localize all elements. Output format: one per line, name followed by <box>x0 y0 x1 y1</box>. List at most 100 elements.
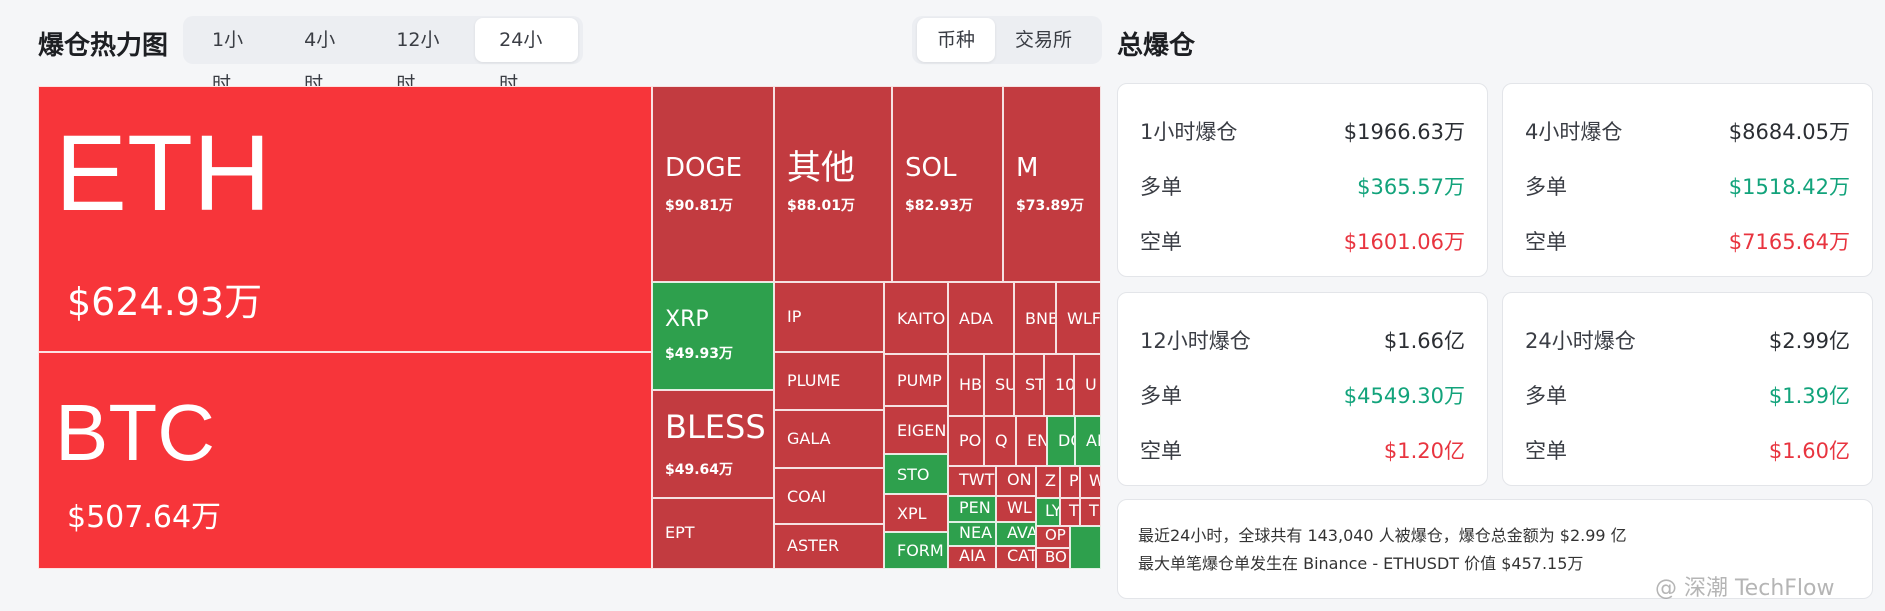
long-label: 多单 <box>1525 175 1567 199</box>
treemap-tile[interactable]: XPL <box>884 494 948 532</box>
treemap-tile[interactable]: XRP $49.93万 <box>652 282 774 390</box>
treemap-tile[interactable] <box>1070 526 1101 569</box>
treemap-tile[interactable]: DO <box>1047 416 1075 466</box>
liquidation-treemap: ETH $624.93万 BTC $507.64万 DOGE $90.81万 其他 $88.0… <box>38 86 1101 569</box>
summary-panel: 最近24小时，全球共有 143,040 人被爆仓，爆仓总金额为 $2.99 亿 … <box>1117 499 1873 599</box>
treemap-tile[interactable]: HB <box>948 354 984 416</box>
treemap-tile[interactable]: AI <box>1075 416 1101 466</box>
tile-value: $90.81万 <box>665 198 734 214</box>
tile-value: $73.89万 <box>1016 198 1085 214</box>
short-value: $7165.64万 <box>1728 230 1850 254</box>
treemap-tile[interactable]: AVA <box>996 522 1036 546</box>
treemap-tile[interactable]: ST <box>1014 354 1044 416</box>
treemap-tile[interactable]: P <box>1060 466 1080 498</box>
summary-line-2: 最大单笔爆仓单发生在 Binance - ETHUSDT 价值 $457.15万 <box>1138 554 1584 573</box>
treemap-tile[interactable]: 其他 $88.01万 <box>774 86 892 282</box>
tile-symbol: T <box>1069 501 1079 520</box>
treemap-tile[interactable]: ASTER <box>774 524 884 569</box>
short-label: 空单 <box>1525 439 1567 463</box>
card-24h: 24小时爆仓 $2.99亿 多单 $1.39亿 空单 $1.60亿 <box>1502 292 1873 486</box>
tile-symbol: FORM <box>897 541 944 560</box>
treemap-tile[interactable]: BTC $507.64万 <box>38 352 652 569</box>
tile-symbol: WLFI <box>1067 309 1101 328</box>
short-value: $1.20亿 <box>1383 439 1465 463</box>
treemap-tile[interactable]: FORM <box>884 532 948 569</box>
treemap-tile[interactable]: 10 <box>1044 354 1074 416</box>
treemap-tile[interactable]: EIGEN <box>884 406 948 454</box>
treemap-tile[interactable]: PUMP <box>884 354 948 406</box>
treemap-tile[interactable]: SOL $82.93万 <box>892 86 1003 282</box>
treemap-tile[interactable]: T <box>1080 498 1101 526</box>
treemap-tile[interactable]: OP <box>1036 526 1070 548</box>
treemap-tile[interactable]: ON <box>996 466 1036 496</box>
treemap-tile[interactable]: BNB <box>1014 282 1056 354</box>
long-label: 多单 <box>1140 384 1182 408</box>
treemap-tile[interactable]: EN <box>1016 416 1047 466</box>
tile-symbol: COAI <box>787 487 827 506</box>
treemap-tile[interactable]: PO <box>948 416 984 466</box>
treemap-tile[interactable]: M $73.89万 <box>1003 86 1101 282</box>
card-total: $8684.05万 <box>1728 120 1850 144</box>
tile-symbol: PUMP <box>897 371 942 390</box>
treemap-tile[interactable]: LY <box>1036 498 1060 526</box>
treemap-tile[interactable]: WL <box>996 496 1036 522</box>
treemap-tile[interactable]: EPT <box>652 498 774 569</box>
tab-24h[interactable]: 24小时 <box>475 18 578 95</box>
treemap-tile[interactable]: ETH $624.93万 <box>38 86 652 352</box>
tile-symbol: GALA <box>787 429 831 448</box>
tab-coin[interactable]: 币种 <box>917 18 996 62</box>
treemap-tile[interactable]: TWT <box>948 466 996 496</box>
treemap-tile[interactable]: WLFI <box>1056 282 1101 354</box>
card-title: 4小时爆仓 <box>1525 120 1623 144</box>
tab-exchange[interactable]: 交易所 <box>1015 29 1073 51</box>
tile-symbol: BLESS <box>665 408 766 446</box>
tile-symbol: HB <box>959 375 983 394</box>
tile-symbol: ETH <box>55 112 271 233</box>
treemap-tile[interactable]: DOGE $90.81万 <box>652 86 774 282</box>
tile-symbol: BNB <box>1025 309 1056 328</box>
treemap-tile[interactable]: PEN <box>948 496 996 522</box>
tab-12h[interactable]: 12小时 <box>396 29 440 95</box>
tile-symbol: STO <box>897 465 930 484</box>
treemap-tile[interactable]: Z <box>1036 466 1060 498</box>
tile-symbol: SOL <box>905 153 957 183</box>
treemap-tile[interactable]: GALA <box>774 410 884 468</box>
summary-line-1: 最近24小时，全球共有 143,040 人被爆仓，爆仓总金额为 $2.99 亿 <box>1138 526 1627 545</box>
treemap-tile[interactable]: IP <box>774 282 884 352</box>
treemap-tile[interactable]: AIA <box>948 546 996 569</box>
tile-symbol: SU <box>995 375 1013 394</box>
treemap-tile[interactable]: Q <box>984 416 1016 466</box>
treemap-tile[interactable]: NEA <box>948 522 996 546</box>
treemap-tile[interactable]: ADA <box>948 282 1014 354</box>
treemap-tile[interactable]: U <box>1074 354 1101 416</box>
card-total: $2.99亿 <box>1768 329 1850 353</box>
treemap-tile[interactable]: T <box>1060 498 1080 526</box>
treemap-tile[interactable]: CAT <box>996 546 1036 569</box>
tile-symbol: NEA <box>959 523 993 542</box>
tile-symbol: CAT <box>1007 546 1036 565</box>
time-range-tabs: 1小时 4小时 12小时 24小时 <box>183 16 583 95</box>
treemap-tile[interactable]: SU <box>984 354 1014 416</box>
tile-value: $624.93万 <box>67 280 263 324</box>
tile-symbol: Z <box>1045 471 1056 490</box>
tile-symbol: PEN <box>959 498 991 517</box>
tab-1h[interactable]: 1小时 <box>212 29 244 95</box>
tile-value: $82.93万 <box>905 198 974 214</box>
treemap-tile[interactable]: PLUME <box>774 352 884 410</box>
treemap-tile[interactable]: STO <box>884 454 948 494</box>
card-title: 24小时爆仓 <box>1525 329 1636 353</box>
long-value: $365.57万 <box>1357 175 1465 199</box>
tile-symbol: Q <box>995 431 1008 450</box>
treemap-tile[interactable]: COAI <box>774 468 884 524</box>
treemap-tile[interactable]: W <box>1080 466 1101 498</box>
long-value: $4549.30万 <box>1343 384 1465 408</box>
tile-symbol: EN <box>1027 431 1047 450</box>
card-12h: 12小时爆仓 $1.66亿 多单 $4549.30万 空单 $1.20亿 <box>1117 292 1488 486</box>
treemap-tile[interactable]: BLESS $49.64万 <box>652 390 774 498</box>
total-liquidation-title: 总爆仓 <box>1117 31 1196 61</box>
treemap-tile[interactable]: BO <box>1036 548 1070 569</box>
tab-4h[interactable]: 4小时 <box>304 29 336 95</box>
treemap-tile[interactable]: KAITO <box>884 282 948 354</box>
card-total: $1966.63万 <box>1343 120 1465 144</box>
tile-symbol: LY <box>1045 501 1060 520</box>
